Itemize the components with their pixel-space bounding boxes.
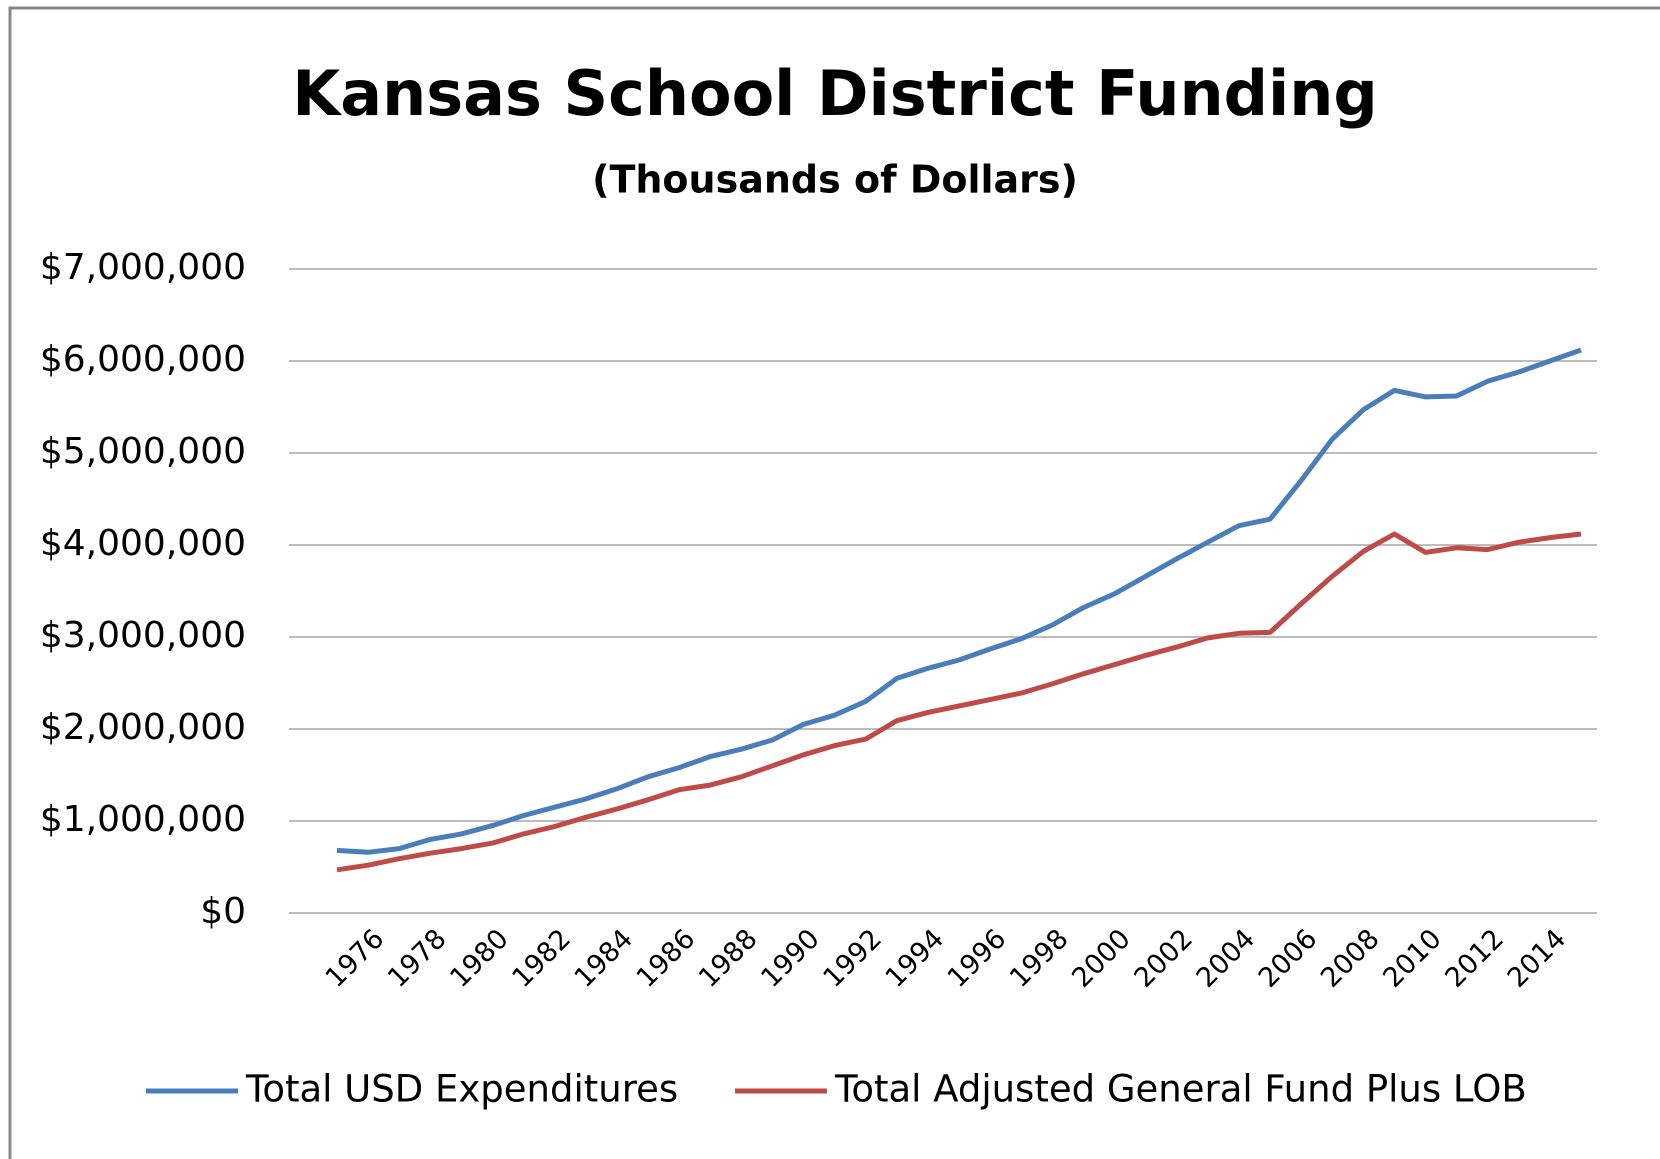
chart-title: Kansas School District Funding — [292, 57, 1378, 130]
legend-label: Total Adjusted General Fund Plus LOB — [834, 1068, 1527, 1111]
x-tick-label: 2008 — [1315, 923, 1386, 994]
y-tick-label: $2,000,000 — [40, 707, 246, 748]
legend-label: Total USD Expenditures — [245, 1068, 678, 1111]
x-tick-label: 1982 — [506, 923, 577, 994]
y-tick-label: $5,000,000 — [40, 431, 246, 472]
x-tick-label: 2000 — [1066, 923, 1137, 994]
y-tick-label: $1,000,000 — [40, 799, 246, 840]
x-tick-label: 1998 — [1004, 923, 1075, 994]
series-line — [336, 347, 1582, 855]
x-tick-label: 1980 — [444, 923, 515, 994]
chart-frame — [8, 6, 1660, 1159]
chart-subtitle: (Thousands of Dollars) — [592, 158, 1078, 202]
y-tick-label: $3,000,000 — [40, 615, 246, 656]
x-tick-label: 1992 — [817, 923, 888, 994]
x-tick-label: 1986 — [631, 923, 702, 994]
x-tick-label: 2002 — [1128, 923, 1199, 994]
x-tick-label: 2012 — [1439, 923, 1510, 994]
x-tick-label: 1994 — [880, 923, 951, 994]
x-tick-label: 1984 — [569, 923, 640, 994]
series-line — [336, 531, 1582, 873]
x-tick-label: 2006 — [1253, 923, 1324, 994]
x-tick-label: 1988 — [693, 923, 764, 994]
y-tick-label: $7,000,000 — [40, 247, 246, 288]
y-tick-label: $0 — [200, 891, 246, 932]
x-tick-label: 1990 — [755, 923, 826, 994]
x-tick-label: 2014 — [1502, 923, 1573, 994]
x-tick-label: 2010 — [1377, 923, 1448, 994]
x-tick-label: 1976 — [320, 923, 391, 994]
x-tick-label: 2004 — [1191, 923, 1262, 994]
y-tick-label: $4,000,000 — [40, 523, 246, 564]
x-tick-label: 1996 — [942, 923, 1013, 994]
y-tick-label: $6,000,000 — [40, 339, 246, 380]
x-tick-label: 1978 — [382, 923, 453, 994]
